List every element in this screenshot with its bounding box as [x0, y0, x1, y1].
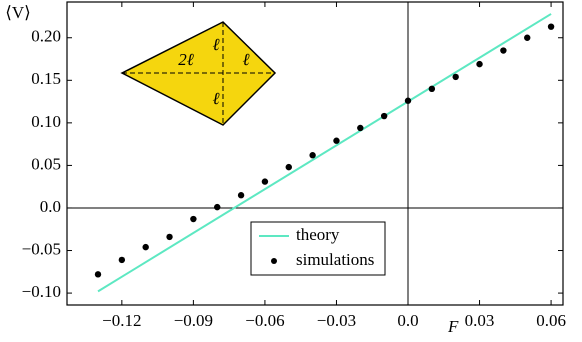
x-tick-label: −0.09	[174, 311, 213, 330]
data-point	[214, 203, 221, 211]
y-tick-label: 0.15	[31, 69, 61, 88]
y-tick-label: −0.10	[22, 282, 61, 301]
legend-label: simulations	[296, 250, 374, 269]
y-axis-label: ⟨V⟩	[5, 3, 31, 22]
inset-label: ℓ	[212, 89, 219, 108]
x-tick-label: −0.03	[317, 311, 356, 330]
data-point	[333, 137, 340, 144]
data-point	[380, 112, 388, 120]
data-point	[190, 215, 197, 223]
x-tick-label: 0.03	[465, 311, 495, 330]
legend-box	[250, 221, 386, 276]
data-point	[500, 47, 507, 54]
inset-label: ℓ	[212, 35, 219, 54]
data-point	[547, 23, 555, 30]
inset-label: ℓ	[242, 50, 249, 69]
inset-label: 2ℓ	[178, 50, 194, 69]
plot-frame	[66, 1, 564, 306]
data-point	[428, 85, 436, 93]
data-point	[118, 256, 126, 264]
data-point	[94, 271, 102, 278]
y-tick-label: 0.05	[31, 154, 61, 173]
data-point	[237, 192, 245, 199]
legend-swatch	[271, 258, 277, 264]
x-tick-label: −0.12	[102, 311, 141, 330]
y-tick-label: 0.0	[40, 197, 61, 216]
y-tick-label: −0.05	[22, 239, 61, 258]
theory-line	[97, 13, 552, 293]
y-tick-label: 0.10	[31, 112, 61, 131]
data-point	[476, 60, 483, 68]
x-tick-label: −0.06	[245, 311, 284, 330]
x-tick-label: 0.0	[397, 311, 418, 330]
x-tick-label: 0.06	[536, 311, 566, 330]
data-point	[309, 152, 316, 159]
data-point	[404, 97, 412, 104]
data-point	[357, 124, 364, 132]
data-point	[142, 243, 149, 251]
data-point	[524, 34, 531, 41]
data-point	[166, 233, 173, 241]
x-axis-label: F	[447, 317, 459, 336]
y-tick-label: 0.20	[31, 27, 61, 46]
legend-label: theory	[296, 225, 340, 244]
data-point	[285, 163, 292, 171]
data-point	[452, 73, 459, 81]
data-point	[261, 178, 269, 185]
